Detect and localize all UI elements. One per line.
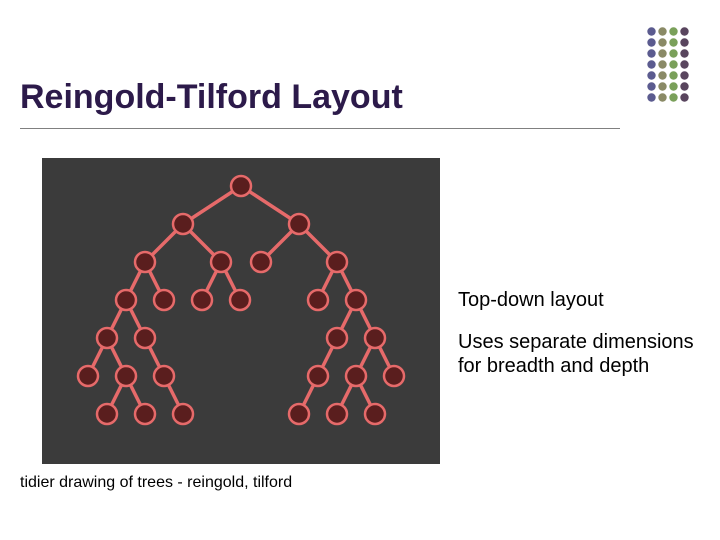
slide: Reingold-Tilford Layout Top-down layout …	[0, 0, 720, 540]
title-underline	[20, 128, 620, 129]
corner-dots-icon	[646, 26, 690, 103]
body-line-1: Top-down layout	[458, 288, 698, 312]
caption: tidier drawing of trees - reingold, tilf…	[20, 474, 292, 492]
tree-svg	[42, 158, 440, 464]
body-line-2: Uses separate dimensions for breadth and…	[458, 330, 698, 378]
tree-diagram	[42, 158, 440, 464]
slide-title: Reingold-Tilford Layout	[20, 78, 403, 117]
